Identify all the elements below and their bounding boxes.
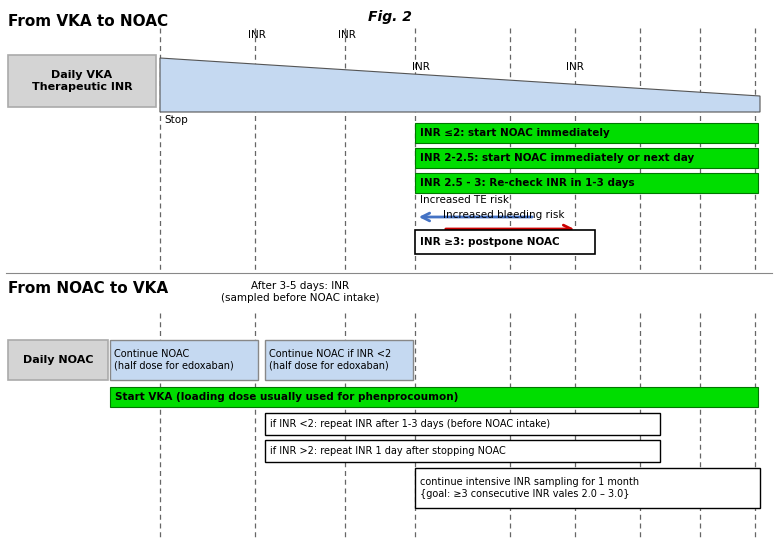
Bar xyxy=(8,340,108,380)
Text: Start VKA (loading dose usually used for phenprocoumon): Start VKA (loading dose usually used for… xyxy=(115,392,459,402)
Text: Increased bleeding risk: Increased bleeding risk xyxy=(443,210,565,220)
Text: From VKA to NOAC: From VKA to NOAC xyxy=(8,14,168,29)
Text: INR 2-2.5: start NOAC immediately or next day: INR 2-2.5: start NOAC immediately or nex… xyxy=(420,153,694,163)
Text: Daily NOAC: Daily NOAC xyxy=(23,355,94,365)
Bar xyxy=(265,440,660,462)
Text: if INR <2: repeat INR after 1-3 days (before NOAC intake): if INR <2: repeat INR after 1-3 days (be… xyxy=(270,419,550,429)
Text: INR: INR xyxy=(566,62,584,72)
Text: Continue NOAC if INR <2
(half dose for edoxaban): Continue NOAC if INR <2 (half dose for e… xyxy=(269,349,392,371)
Text: INR ≤2: start NOAC immediately: INR ≤2: start NOAC immediately xyxy=(420,128,610,138)
Bar xyxy=(8,55,156,107)
Text: Continue NOAC
(half dose for edoxaban): Continue NOAC (half dose for edoxaban) xyxy=(114,349,234,371)
Bar xyxy=(265,340,413,380)
Text: if INR >2: repeat INR 1 day after stopping NOAC: if INR >2: repeat INR 1 day after stoppi… xyxy=(270,446,505,456)
Text: continue intensive INR sampling for 1 month
{goal: ≥3 consecutive INR vales 2.0 : continue intensive INR sampling for 1 mo… xyxy=(420,477,639,499)
Text: From NOAC to VKA: From NOAC to VKA xyxy=(8,281,168,296)
Text: INR: INR xyxy=(248,30,266,40)
Text: Stop: Stop xyxy=(164,115,188,125)
Bar xyxy=(415,123,758,143)
Text: INR: INR xyxy=(338,30,356,40)
Bar xyxy=(110,387,758,407)
Text: INR: INR xyxy=(412,62,430,72)
Bar xyxy=(415,230,595,254)
Bar xyxy=(415,173,758,193)
Bar xyxy=(415,468,760,508)
Text: Increased TE risk: Increased TE risk xyxy=(420,195,509,205)
Text: Fig. 2: Fig. 2 xyxy=(368,10,412,24)
Bar xyxy=(265,413,660,435)
Bar xyxy=(110,340,258,380)
Text: After 3-5 days: INR
(sampled before NOAC intake): After 3-5 days: INR (sampled before NOAC… xyxy=(221,281,379,302)
Bar xyxy=(415,148,758,168)
Text: Daily VKA
Therapeutic INR: Daily VKA Therapeutic INR xyxy=(32,70,133,92)
Text: INR 2.5 - 3: Re-check INR in 1-3 days: INR 2.5 - 3: Re-check INR in 1-3 days xyxy=(420,178,635,188)
Polygon shape xyxy=(160,58,760,112)
Text: INR ≥3: postpone NOAC: INR ≥3: postpone NOAC xyxy=(420,237,559,247)
